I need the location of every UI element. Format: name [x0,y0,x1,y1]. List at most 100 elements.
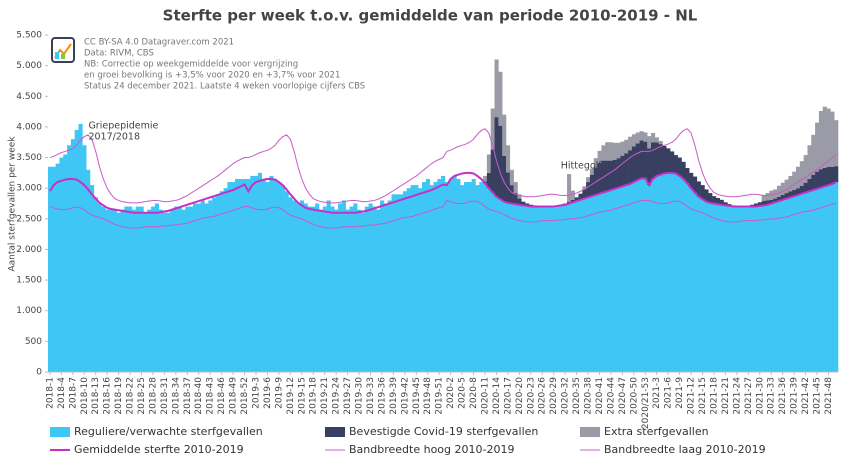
bar-segment [628,136,633,151]
bar-segment [570,190,575,200]
bar-segment [475,185,480,372]
y-tick-label: 0 [36,368,42,378]
bar-segment [643,178,648,372]
bar-segment [754,206,759,372]
x-tick-label: 2019-15 [297,377,307,415]
legend-label: Bandbreedte hoog 2010-2019 [349,443,514,456]
bar-segment [380,200,385,372]
bar-segment [422,182,427,372]
bar-segment [662,173,667,372]
bar-segment [368,203,373,372]
x-tick-label: 2018-49 [229,377,239,415]
bar-segment [559,205,564,372]
bar-segment [128,206,133,372]
bar-segment [757,205,762,372]
bar-segment [578,193,583,200]
bar-segment [353,203,358,372]
bar-segment [124,206,129,372]
bar-segment [750,206,755,372]
bar-segment [502,155,507,202]
y-tick-label: 4.000 [16,122,42,132]
bar-segment [776,201,782,372]
bar-segment [628,150,633,184]
bar-segment [696,196,701,372]
bar-segment [784,179,789,194]
bar-segment [635,143,640,181]
x-tick-label: 2020-5 [458,377,468,409]
bar-segment [437,178,442,372]
bar-segment [547,206,553,372]
bar-segment [811,190,816,372]
bar-segment [807,178,812,192]
bar-segment [826,166,831,186]
bar-segment [486,172,492,189]
x-tick-label: 2020-38 [584,377,594,415]
bar-segment [364,206,369,372]
bar-segment [681,161,686,179]
bar-segment [609,160,614,191]
bar-segment [429,185,434,372]
x-tick-label: 2021-45 [813,377,823,415]
x-tick-label: 2021-33 [767,377,777,415]
bar-segment [483,183,488,372]
bar-segment [273,178,278,372]
bar-segment [761,194,766,202]
legend-label: Bevestigde Covid-19 sterfgevallen [349,425,538,438]
bar-segment [143,212,148,372]
source-note: Status 24 december 2021. Laatste 4 weken… [84,82,365,92]
bar-segment [154,203,159,372]
bar-segment [509,203,514,372]
chart-title: Sterfte per week t.o.v. gemiddelde van p… [163,7,698,25]
bar-segment [276,182,282,372]
x-tick-label: 2018-52 [240,377,250,415]
bar-segment [578,199,583,372]
bar-segment [650,178,656,372]
bar-segment [208,200,213,372]
bar-segment [650,133,656,143]
bar-segment [700,199,705,372]
x-tick-label: 2019-18 [309,377,319,415]
bar-segment [433,182,438,372]
bar-segment [673,173,679,372]
bar-segment [200,200,205,372]
bar-segment [116,212,121,372]
bar-segment [796,194,801,372]
bar-segment [605,142,610,161]
x-tick-label: 2018-19 [114,377,124,415]
bar-segment [624,139,629,154]
bar-segment [803,182,808,193]
x-tick-label: 2018-46 [217,377,227,415]
bar-segment [815,188,820,372]
x-tick-label: 2019-6 [263,377,273,409]
x-tick-label: 2020-29 [549,377,559,415]
bar-segment [620,155,625,187]
bar-segment [784,193,789,199]
bar-segment [452,175,457,372]
bar-segment [567,174,572,202]
bar-segment [105,209,110,372]
bar-segment [502,114,507,156]
bar-segment [48,166,53,372]
bar-segment [307,206,312,372]
bar-segment [719,199,724,205]
bar-segment [612,142,617,160]
bar-segment [185,206,190,372]
x-tick-label: 2019-9 [274,377,284,409]
x-tick-label: 2018-16 [103,377,113,415]
bar-segment [815,171,820,189]
bar-segment [292,200,297,372]
bar-segment [330,206,335,372]
bar-segment [299,200,305,372]
legend-swatch [50,427,70,437]
bar-segment [712,203,717,372]
bar-segment [441,175,446,372]
bar-segment [345,209,350,372]
bar-segment [715,204,720,372]
bar-segment [227,182,232,372]
bar-segment [593,194,598,372]
bar-segment [769,199,774,204]
bar-segment [532,206,537,372]
bar-segment [517,204,522,372]
logo [51,37,75,63]
bar-segment [677,157,682,176]
